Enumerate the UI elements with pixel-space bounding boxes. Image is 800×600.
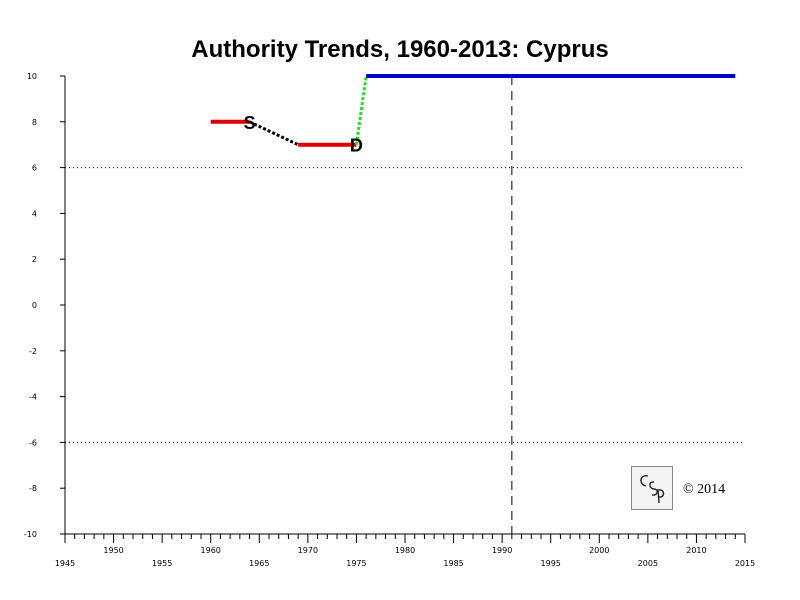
y-tick-label: -4 <box>29 393 37 402</box>
y-tick-label: 8 <box>32 118 37 127</box>
x-tick-label: 1995 <box>541 559 561 568</box>
x-tick-label: 1985 <box>443 559 463 568</box>
reference-lines <box>65 76 745 534</box>
y-tick-label: 10 <box>27 72 37 81</box>
annotation-label: S <box>244 113 256 133</box>
x-tick-label: 1955 <box>152 559 172 568</box>
x-tick-label: 1945 <box>55 559 75 568</box>
x-tick-label: 2000 <box>589 546 609 555</box>
y-tick-label: 2 <box>32 255 37 264</box>
y-tick-label: -2 <box>29 347 37 356</box>
series-line <box>248 120 299 147</box>
y-tick-label: 6 <box>32 164 37 173</box>
series-line <box>354 75 368 145</box>
x-tick-label: 1960 <box>201 546 221 555</box>
x-tick-label: 2005 <box>638 559 658 568</box>
x-tick-label: 1970 <box>298 546 318 555</box>
y-tick-label: -10 <box>24 530 37 539</box>
annotation-label: D <box>350 136 363 156</box>
x-tick-label: 1980 <box>395 546 415 555</box>
chart-series <box>210 74 736 147</box>
y-tick-label: -8 <box>29 484 37 493</box>
x-tick-label: 1950 <box>103 546 123 555</box>
y-tick-label: -6 <box>29 438 37 447</box>
x-tick-label: 1990 <box>492 546 512 555</box>
x-tick-label: 1965 <box>249 559 269 568</box>
chart-axes: 10 8 6 4 2 0 -2 -4 -6 -8 -10 1945 1950 1955 1960 1965 19… <box>24 72 755 568</box>
x-tick-label: 2015 <box>735 559 755 568</box>
logo-glyph <box>640 475 665 504</box>
chart-title: Authority Trends, 1960-2013: Cyprus <box>191 36 609 63</box>
csp-logo <box>631 466 673 510</box>
chart-annotations: SD <box>244 113 363 156</box>
y-tick-label: 4 <box>32 209 37 218</box>
x-tick-label: 1975 <box>346 559 366 568</box>
y-tick-label: 0 <box>32 301 37 310</box>
x-tick-label: 2010 <box>686 546 706 555</box>
copyright-text: © 2014 <box>683 482 726 497</box>
